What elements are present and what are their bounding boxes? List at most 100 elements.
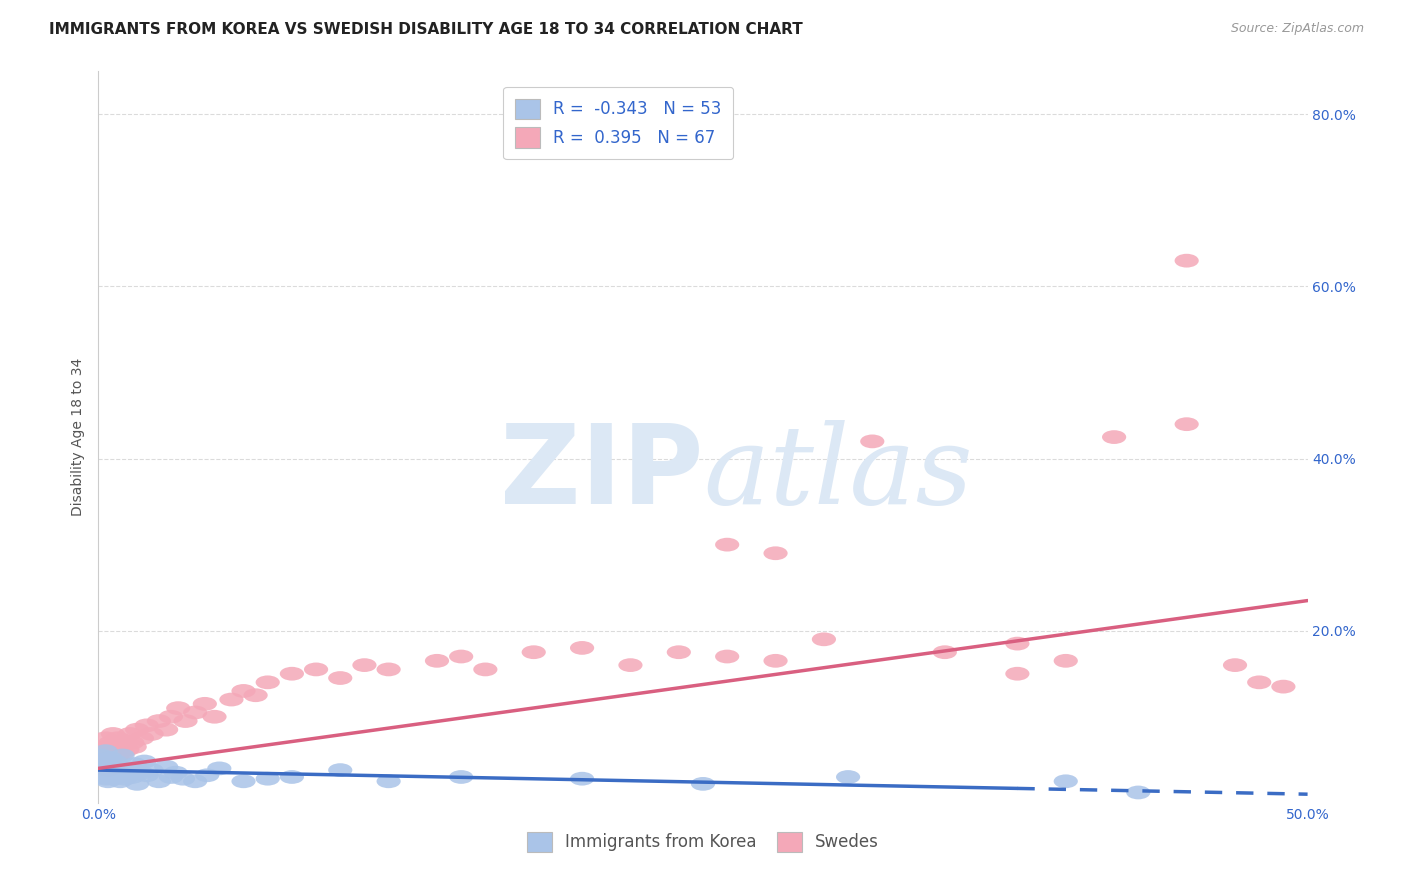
Ellipse shape — [163, 766, 188, 780]
Ellipse shape — [172, 772, 195, 786]
Ellipse shape — [155, 723, 179, 737]
Ellipse shape — [105, 731, 129, 745]
Legend: Immigrants from Korea, Swedes: Immigrants from Korea, Swedes — [519, 823, 887, 860]
Ellipse shape — [135, 718, 159, 732]
Ellipse shape — [377, 774, 401, 789]
Ellipse shape — [135, 768, 159, 782]
Ellipse shape — [96, 774, 120, 789]
Ellipse shape — [353, 658, 377, 672]
Ellipse shape — [449, 770, 474, 784]
Ellipse shape — [195, 768, 219, 782]
Ellipse shape — [125, 777, 149, 790]
Ellipse shape — [232, 774, 256, 789]
Ellipse shape — [91, 753, 115, 766]
Ellipse shape — [103, 766, 128, 780]
Ellipse shape — [108, 764, 132, 777]
Ellipse shape — [139, 764, 163, 777]
Ellipse shape — [193, 697, 217, 711]
Ellipse shape — [125, 723, 149, 737]
Ellipse shape — [328, 671, 353, 685]
Text: ZIP: ZIP — [499, 420, 703, 527]
Ellipse shape — [112, 734, 138, 747]
Ellipse shape — [112, 772, 138, 786]
Ellipse shape — [860, 434, 884, 449]
Text: Source: ZipAtlas.com: Source: ZipAtlas.com — [1230, 22, 1364, 36]
Ellipse shape — [120, 736, 145, 749]
Ellipse shape — [183, 774, 207, 789]
Ellipse shape — [522, 645, 546, 659]
Ellipse shape — [94, 740, 118, 754]
Ellipse shape — [98, 736, 122, 749]
Ellipse shape — [146, 714, 172, 728]
Ellipse shape — [96, 746, 120, 760]
Ellipse shape — [94, 755, 118, 768]
Ellipse shape — [105, 762, 129, 775]
Ellipse shape — [111, 746, 135, 760]
Ellipse shape — [108, 774, 132, 789]
Ellipse shape — [111, 768, 135, 782]
Ellipse shape — [569, 772, 595, 786]
Ellipse shape — [155, 760, 179, 773]
Ellipse shape — [122, 740, 146, 754]
Ellipse shape — [115, 742, 139, 756]
Ellipse shape — [129, 731, 155, 745]
Ellipse shape — [101, 772, 125, 786]
Ellipse shape — [716, 649, 740, 664]
Ellipse shape — [108, 738, 132, 751]
Ellipse shape — [716, 538, 740, 551]
Ellipse shape — [256, 675, 280, 690]
Ellipse shape — [763, 547, 787, 560]
Ellipse shape — [139, 727, 163, 741]
Ellipse shape — [91, 748, 115, 763]
Ellipse shape — [425, 654, 449, 668]
Ellipse shape — [120, 770, 145, 784]
Ellipse shape — [569, 641, 595, 655]
Ellipse shape — [111, 748, 135, 763]
Ellipse shape — [280, 667, 304, 681]
Y-axis label: Disability Age 18 to 34: Disability Age 18 to 34 — [72, 358, 86, 516]
Ellipse shape — [304, 663, 328, 676]
Ellipse shape — [811, 632, 837, 646]
Ellipse shape — [129, 766, 155, 780]
Ellipse shape — [118, 727, 142, 741]
Ellipse shape — [105, 748, 129, 763]
Ellipse shape — [118, 762, 142, 775]
Ellipse shape — [96, 757, 120, 771]
Ellipse shape — [619, 658, 643, 672]
Ellipse shape — [377, 663, 401, 676]
Ellipse shape — [256, 772, 280, 786]
Ellipse shape — [101, 727, 125, 741]
Ellipse shape — [173, 714, 198, 728]
Ellipse shape — [96, 766, 120, 780]
Ellipse shape — [159, 710, 183, 723]
Ellipse shape — [159, 770, 183, 784]
Ellipse shape — [932, 645, 957, 659]
Ellipse shape — [474, 663, 498, 676]
Ellipse shape — [132, 755, 156, 768]
Ellipse shape — [243, 689, 267, 702]
Ellipse shape — [98, 768, 122, 782]
Ellipse shape — [101, 760, 125, 773]
Ellipse shape — [1223, 658, 1247, 672]
Ellipse shape — [94, 744, 118, 758]
Ellipse shape — [98, 753, 122, 766]
Ellipse shape — [94, 731, 118, 745]
Ellipse shape — [1126, 786, 1150, 799]
Ellipse shape — [1102, 430, 1126, 444]
Ellipse shape — [219, 693, 243, 706]
Ellipse shape — [1174, 254, 1199, 268]
Ellipse shape — [763, 654, 787, 668]
Ellipse shape — [89, 762, 112, 775]
Ellipse shape — [94, 760, 118, 773]
Ellipse shape — [91, 770, 115, 784]
Ellipse shape — [1053, 654, 1078, 668]
Ellipse shape — [96, 764, 120, 777]
Ellipse shape — [89, 757, 112, 771]
Ellipse shape — [1271, 680, 1295, 693]
Ellipse shape — [328, 764, 353, 777]
Ellipse shape — [146, 774, 172, 789]
Ellipse shape — [166, 701, 190, 715]
Ellipse shape — [1005, 637, 1029, 650]
Ellipse shape — [232, 684, 256, 698]
Ellipse shape — [91, 762, 115, 775]
